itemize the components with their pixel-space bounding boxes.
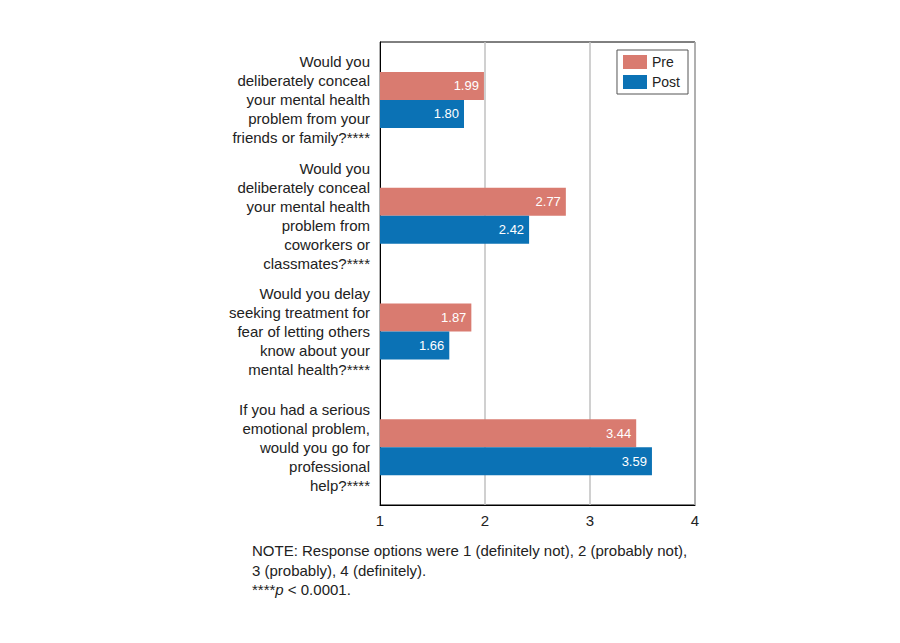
svg-text:Would you delay: Would you delay <box>259 285 370 302</box>
svg-text:emotional problem,: emotional problem, <box>242 420 370 437</box>
svg-text:4: 4 <box>691 512 699 529</box>
svg-text:help?****: help?**** <box>310 477 370 494</box>
svg-text:2.77: 2.77 <box>536 194 561 209</box>
svg-text:problem from your: problem from your <box>248 110 370 127</box>
svg-text:p: p <box>274 581 283 598</box>
svg-text:deliberately conceal: deliberately conceal <box>237 72 370 89</box>
svg-text:< 0.0001.: < 0.0001. <box>284 581 351 598</box>
svg-text:deliberately conceal: deliberately conceal <box>237 179 370 196</box>
svg-text:coworkers or: coworkers or <box>284 236 370 253</box>
svg-text:1.87: 1.87 <box>441 310 466 325</box>
svg-text:your mental health: your mental health <box>247 198 370 215</box>
svg-text:1: 1 <box>376 512 384 529</box>
svg-text:Pre: Pre <box>652 54 674 70</box>
svg-text:1.80: 1.80 <box>434 106 459 121</box>
svg-text:1.66: 1.66 <box>419 338 444 353</box>
svg-text:Post: Post <box>652 74 680 90</box>
svg-text:1.99: 1.99 <box>454 78 479 93</box>
svg-text:2: 2 <box>481 512 489 529</box>
svg-text:Would you: Would you <box>299 53 370 70</box>
svg-text:3 (probably), 4 (definitely).: 3 (probably), 4 (definitely). <box>252 562 426 579</box>
svg-text:3.44: 3.44 <box>606 426 631 441</box>
svg-text:If you had a serious: If you had a serious <box>239 401 370 418</box>
svg-text:professional: professional <box>289 458 370 475</box>
svg-text:mental health?****: mental health?**** <box>248 361 370 378</box>
svg-text:problem from: problem from <box>282 217 370 234</box>
svg-text:friends or family?****: friends or family?**** <box>232 129 370 146</box>
svg-text:****: **** <box>252 581 276 598</box>
svg-text:NOTE: Response options were 1: NOTE: Response options were 1 (definitel… <box>252 542 687 559</box>
svg-text:3: 3 <box>586 512 594 529</box>
svg-text:Would you: Would you <box>299 160 370 177</box>
svg-text:your mental health: your mental health <box>247 91 370 108</box>
svg-text:fear of letting others: fear of letting others <box>237 323 370 340</box>
svg-text:would you go for: would you go for <box>259 439 370 456</box>
svg-text:know about your: know about your <box>260 342 370 359</box>
svg-text:3.59: 3.59 <box>622 454 647 469</box>
svg-text:2.42: 2.42 <box>499 222 524 237</box>
svg-text:classmates?****: classmates?**** <box>263 255 370 272</box>
svg-text:seeking treatment for: seeking treatment for <box>229 304 370 321</box>
